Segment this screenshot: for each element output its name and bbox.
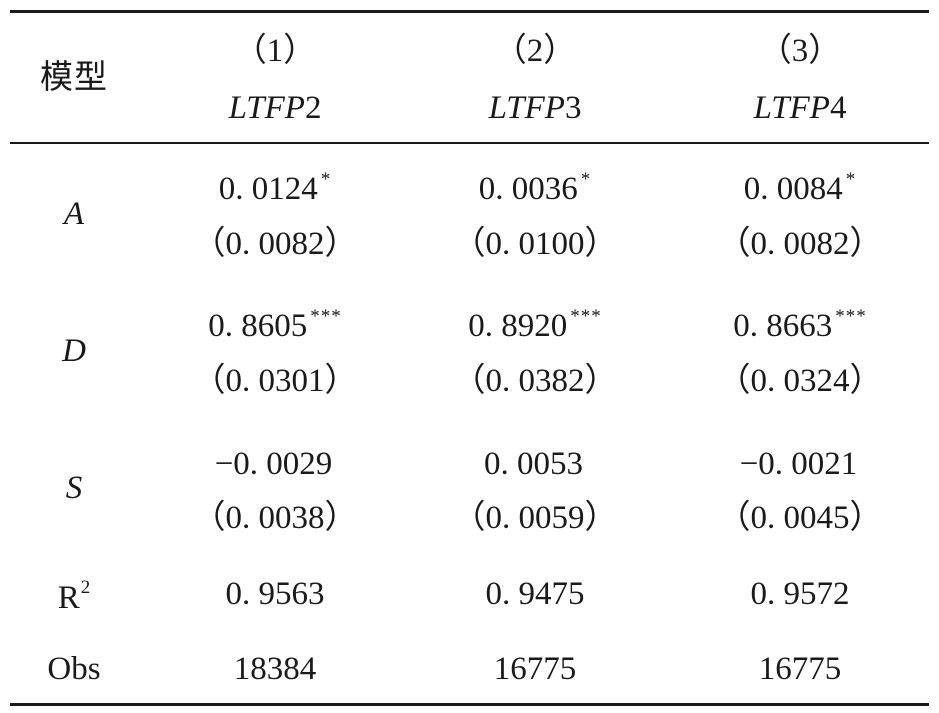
column-2-number: （2） bbox=[493, 30, 577, 69]
row-a-sig-3: * bbox=[845, 169, 857, 190]
row-a-coef-1-value: 0. 0124 bbox=[218, 171, 318, 207]
column-1-variable-name: LTFP bbox=[228, 90, 305, 126]
table-bottom-rule bbox=[10, 703, 929, 706]
row-a-coef-3: 0. 0084 * bbox=[670, 170, 930, 206]
row-s-se-2: （0. 0059） bbox=[452, 497, 618, 536]
row-d-se-1-value: 0. 0301 bbox=[225, 363, 325, 399]
row-d-sig-3: *** bbox=[835, 306, 867, 327]
row-d-coef-1: 0. 8605 *** bbox=[145, 307, 405, 343]
row-s-coef-1: −0. 0029 bbox=[145, 445, 405, 481]
row-d-coef-3-value: 0. 8663 bbox=[733, 308, 833, 344]
row-s-coef-3: −0. 0021 bbox=[670, 445, 930, 481]
row-a-coef-3-value: 0. 0084 bbox=[743, 171, 843, 207]
row-d-coef-1-value: 0. 8605 bbox=[208, 308, 308, 344]
header-row-label: 模型 bbox=[40, 57, 108, 96]
row-a-se-1: （0. 0082） bbox=[192, 223, 358, 262]
row-a-se-2: （0. 0100） bbox=[452, 223, 618, 262]
row-d-se-2: （0. 0382） bbox=[452, 360, 618, 399]
row-d-coef-2: 0. 8920 *** bbox=[405, 307, 665, 343]
r2-value-2: 0. 9475 bbox=[485, 576, 585, 612]
column-2-number-text: 2 bbox=[526, 33, 544, 69]
row-s-se-2-value: 0. 0059 bbox=[485, 500, 585, 536]
column-1-variable: LTFP2 bbox=[145, 92, 405, 125]
row-a-coef-2-value: 0. 0036 bbox=[478, 171, 578, 207]
column-3-variable: LTFP4 bbox=[670, 92, 930, 125]
row-a-se-2-value: 0. 0100 bbox=[485, 226, 585, 262]
table-header-rule bbox=[10, 142, 929, 144]
row-a-label: A bbox=[63, 196, 85, 232]
column-1-number-text: 1 bbox=[266, 33, 284, 69]
row-a-se-3: （0. 0082） bbox=[717, 223, 883, 262]
row-d-sig-2: *** bbox=[570, 306, 602, 327]
row-d-label: D bbox=[62, 333, 86, 369]
obs-value-1: 18384 bbox=[233, 651, 317, 687]
column-3-number-text: 3 bbox=[791, 33, 809, 69]
obs-value-3: 16775 bbox=[758, 651, 842, 687]
row-d-coef-2-value: 0. 8920 bbox=[468, 308, 568, 344]
row-a-sig-1: * bbox=[320, 169, 332, 190]
obs-value-2: 16775 bbox=[493, 651, 577, 687]
row-d-se-2-value: 0. 0382 bbox=[485, 363, 585, 399]
column-1-variable-suffix: 2 bbox=[304, 90, 322, 126]
column-3-variable-suffix: 4 bbox=[829, 90, 847, 126]
r2-label: R2 bbox=[10, 578, 138, 615]
row-s-label: S bbox=[65, 470, 83, 506]
r2-label-sup: 2 bbox=[80, 577, 91, 598]
row-s-se-1-value: 0. 0038 bbox=[225, 500, 325, 536]
row-d-se-3: （0. 0324） bbox=[717, 360, 883, 399]
column-2-variable-suffix: 3 bbox=[564, 90, 582, 126]
column-3-variable-name: LTFP bbox=[753, 90, 830, 126]
row-d-coef-3: 0. 8663 *** bbox=[670, 307, 930, 343]
row-s-coef-3-value: −0. 0021 bbox=[739, 446, 858, 482]
row-d-se-1: （0. 0301） bbox=[192, 360, 358, 399]
row-d-se-3-value: 0. 0324 bbox=[750, 363, 850, 399]
column-3-number: （3） bbox=[758, 30, 842, 69]
r2-label-text: R bbox=[57, 580, 80, 616]
obs-label: Obs bbox=[47, 651, 101, 687]
column-1-number: （1） bbox=[233, 30, 317, 69]
r2-value-1: 0. 9563 bbox=[225, 576, 325, 612]
column-2-variable: LTFP3 bbox=[405, 92, 665, 125]
r2-value-3: 0. 9572 bbox=[750, 576, 850, 612]
table-top-rule bbox=[10, 10, 929, 13]
row-d-sig-1: *** bbox=[310, 306, 342, 327]
row-s-coef-1-value: −0. 0029 bbox=[214, 446, 333, 482]
row-a-sig-2: * bbox=[580, 169, 592, 190]
row-s-coef-2-value: 0. 0053 bbox=[484, 446, 583, 482]
row-s-se-1: （0. 0038） bbox=[192, 497, 358, 536]
column-2-variable-name: LTFP bbox=[488, 90, 565, 126]
row-a-se-3-value: 0. 0082 bbox=[750, 226, 850, 262]
row-a-se-1-value: 0. 0082 bbox=[225, 226, 325, 262]
row-a-coef-1: 0. 0124 * bbox=[145, 170, 405, 206]
row-s-coef-2: 0. 0053 bbox=[405, 445, 665, 481]
row-s-se-3-value: 0. 0045 bbox=[750, 500, 850, 536]
row-a-coef-2: 0. 0036 * bbox=[405, 170, 665, 206]
row-s-se-3: （0. 0045） bbox=[717, 497, 883, 536]
